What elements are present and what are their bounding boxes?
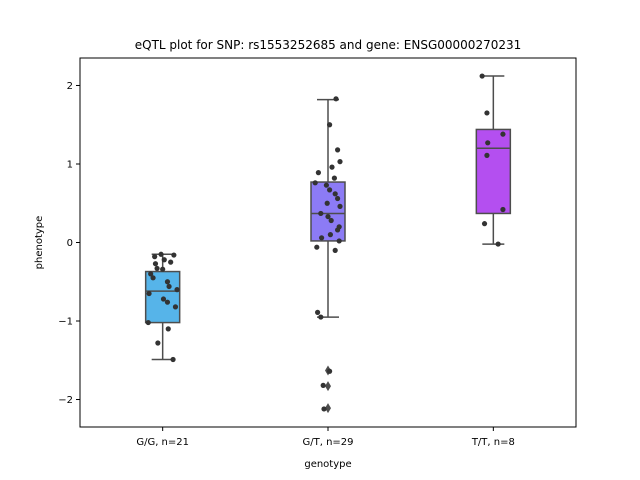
- data-point: [148, 271, 154, 277]
- data-point: [150, 275, 156, 281]
- y-tick-label: −1: [58, 317, 73, 328]
- data-point: [500, 206, 506, 213]
- data-point: [171, 252, 177, 258]
- data-point: [481, 221, 488, 227]
- x-axis: G/G, n=21 G/T, n=29 T/T, n=8: [136, 427, 515, 448]
- data-point: [145, 319, 151, 326]
- chart-title: eQTL plot for SNP: rs1553252685 and gene…: [135, 38, 522, 52]
- data-point: [152, 261, 159, 267]
- data-point: [158, 251, 164, 257]
- data-point: [160, 266, 166, 272]
- data-point: [327, 232, 333, 238]
- data-point: [337, 203, 343, 209]
- data-point: [485, 140, 491, 146]
- data-point: [500, 131, 506, 137]
- data-point: [315, 309, 321, 315]
- data-point: [332, 191, 338, 197]
- outlier-marker: [325, 403, 331, 414]
- y-tick-label: −2: [58, 395, 73, 406]
- data-point: [318, 314, 324, 320]
- data-point: [154, 265, 160, 272]
- y-axis: −2 −1 0 1 2: [58, 81, 80, 406]
- data-point: [328, 217, 334, 224]
- data-point: [318, 210, 324, 217]
- data-point: [336, 238, 342, 244]
- data-point: [337, 159, 343, 165]
- data-point: [174, 287, 180, 293]
- data-point: [329, 164, 335, 170]
- x-tick-label: G/T, n=29: [302, 437, 353, 448]
- data-point: [320, 382, 326, 388]
- data-point: [327, 368, 333, 374]
- y-tick-label: 0: [67, 238, 73, 249]
- box-group: [144, 251, 181, 363]
- data-point: [160, 296, 167, 302]
- data-point: [484, 152, 490, 158]
- data-point: [168, 259, 174, 265]
- data-point: [479, 73, 485, 79]
- plot-area: [144, 73, 512, 414]
- data-point: [327, 187, 333, 193]
- data-point: [170, 356, 176, 363]
- data-point: [155, 340, 161, 346]
- data-point: [172, 304, 179, 310]
- iqr-box: [475, 128, 512, 215]
- data-point: [335, 227, 341, 233]
- data-point: [321, 406, 327, 412]
- data-point: [333, 96, 339, 102]
- data-point: [146, 290, 152, 297]
- data-point: [323, 182, 329, 188]
- data-point: [495, 241, 501, 247]
- data-point: [164, 279, 171, 285]
- x-tick-label: G/G, n=21: [136, 437, 189, 448]
- x-axis-title: genotype: [304, 459, 351, 470]
- data-point: [327, 122, 333, 128]
- data-point: [332, 247, 338, 253]
- box-group: [310, 96, 346, 414]
- box-group: [475, 73, 512, 247]
- data-point: [165, 326, 171, 332]
- data-point: [166, 283, 172, 290]
- data-point: [152, 254, 158, 260]
- data-point: [315, 170, 321, 176]
- x-tick-label: T/T, n=8: [471, 437, 515, 448]
- data-point: [324, 200, 330, 206]
- data-point: [164, 299, 171, 305]
- data-point: [335, 147, 341, 153]
- data-point: [484, 110, 490, 116]
- data-point: [325, 213, 331, 220]
- outlier-marker: [325, 381, 331, 392]
- data-point: [314, 244, 320, 250]
- data-point: [335, 195, 341, 202]
- y-tick-label: 1: [67, 159, 73, 170]
- data-point: [331, 175, 337, 181]
- data-point: [312, 180, 318, 186]
- data-point: [161, 257, 167, 263]
- data-point: [319, 235, 325, 241]
- y-axis-title: phenotype: [34, 216, 45, 270]
- y-tick-label: 2: [67, 81, 73, 92]
